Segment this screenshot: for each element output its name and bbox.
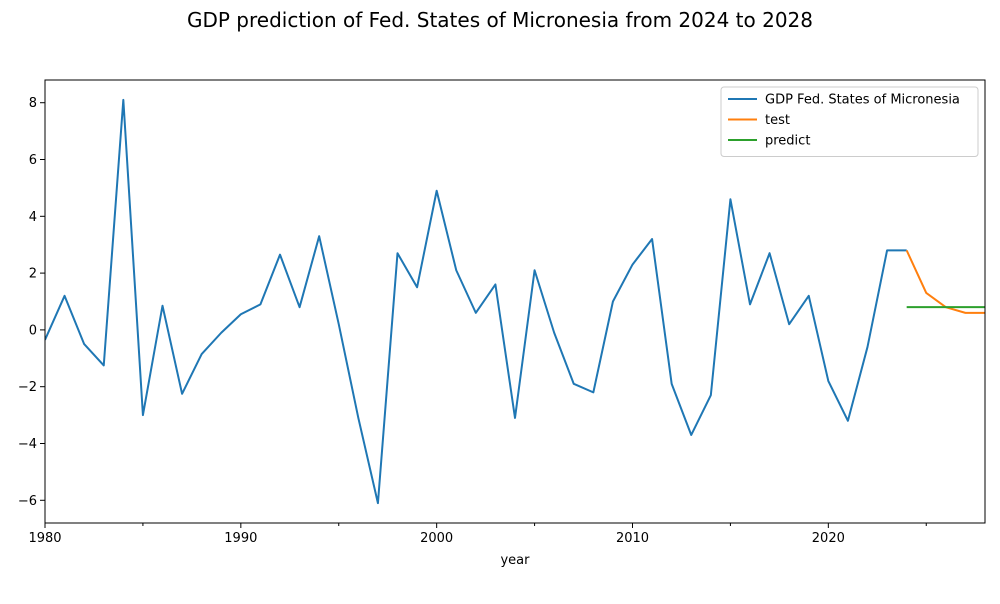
y-tick-label: −2 bbox=[18, 380, 37, 395]
y-tick-label: −4 bbox=[18, 437, 37, 452]
legend: GDP Fed. States of Micronesia test predict bbox=[721, 87, 978, 157]
y-tick-label: 4 bbox=[29, 210, 37, 225]
legend-label: predict bbox=[765, 134, 810, 149]
series-line-1 bbox=[907, 250, 985, 312]
legend-label: GDP Fed. States of Micronesia bbox=[765, 93, 960, 108]
axes-layer: 1980 1990 2000 2010 2020 −6 −4 −2 0 2 4 6 8 bbox=[18, 96, 926, 546]
series-line-0 bbox=[45, 100, 907, 503]
x-axis-label: year bbox=[500, 553, 530, 568]
series-layer bbox=[45, 100, 985, 503]
x-tick-label: 2010 bbox=[616, 531, 649, 546]
x-tick-label: 1990 bbox=[224, 531, 257, 546]
y-tick-label: 2 bbox=[29, 267, 37, 282]
x-tick-label: 2000 bbox=[420, 531, 453, 546]
y-tick-label: −6 bbox=[18, 494, 37, 509]
x-tick-label: 2020 bbox=[812, 531, 845, 546]
y-tick-label: 0 bbox=[29, 323, 37, 338]
x-tick-label: 1980 bbox=[28, 531, 61, 546]
chart-title: GDP prediction of Fed. States of Microne… bbox=[0, 8, 1000, 32]
y-tick-label: 8 bbox=[29, 96, 37, 111]
y-tick-label: 6 bbox=[29, 153, 37, 168]
legend-label: test bbox=[765, 113, 790, 128]
